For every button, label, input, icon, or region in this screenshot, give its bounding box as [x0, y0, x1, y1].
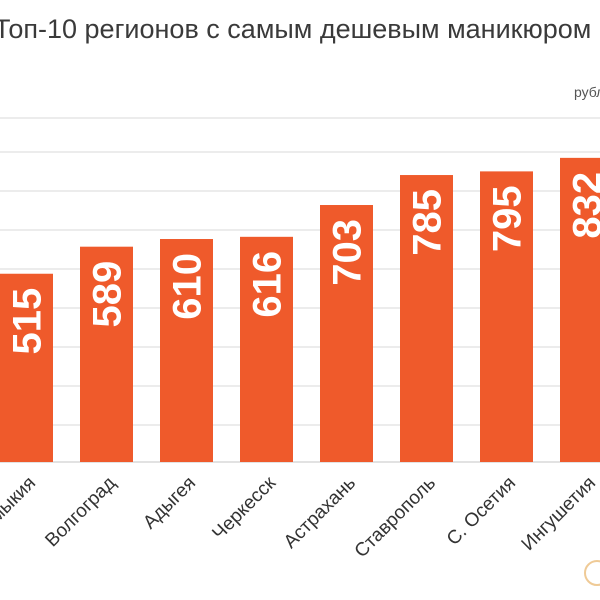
- bar-2: [80, 246, 133, 462]
- value-label-2: 589: [86, 261, 130, 328]
- bar-6: [400, 175, 453, 463]
- bar-7: [480, 171, 533, 462]
- category-label-1: Калмыкия: [0, 473, 40, 551]
- bar-5: [320, 205, 373, 462]
- value-label-3: 610: [166, 253, 210, 320]
- value-label-4: 616: [246, 251, 290, 318]
- bar-3: [160, 239, 213, 462]
- chart-title: Топ-10 регионов с самым дешевым маникюро…: [0, 14, 592, 44]
- bar-1: [0, 273, 53, 462]
- unit-label: рублей: [574, 84, 600, 100]
- watermark-logo-icon: [584, 560, 600, 586]
- value-label-6: 785: [406, 189, 450, 256]
- category-label-8: Ингушетия: [518, 473, 600, 555]
- bar-8: [560, 157, 600, 462]
- value-label-8: 832: [566, 172, 600, 239]
- category-label-4: Черкесск: [208, 472, 280, 544]
- category-labels: Калмыкия Волгоград Адыгея Черкесск Астрахань…: [0, 472, 600, 562]
- category-label-6: Ставрополь: [351, 473, 440, 562]
- category-label-5: Астрахань: [280, 473, 360, 553]
- value-label-1: 515: [6, 288, 50, 355]
- category-label-2: Волгоград: [41, 473, 120, 552]
- value-label-7: 795: [486, 185, 530, 252]
- category-label-7: С. Осетия: [443, 473, 520, 550]
- bar-4: [240, 236, 293, 462]
- bars: 515 589 610 616 703 785 795 832: [0, 157, 600, 463]
- category-label-3: Адыгея: [139, 473, 200, 534]
- value-label-5: 703: [326, 219, 370, 286]
